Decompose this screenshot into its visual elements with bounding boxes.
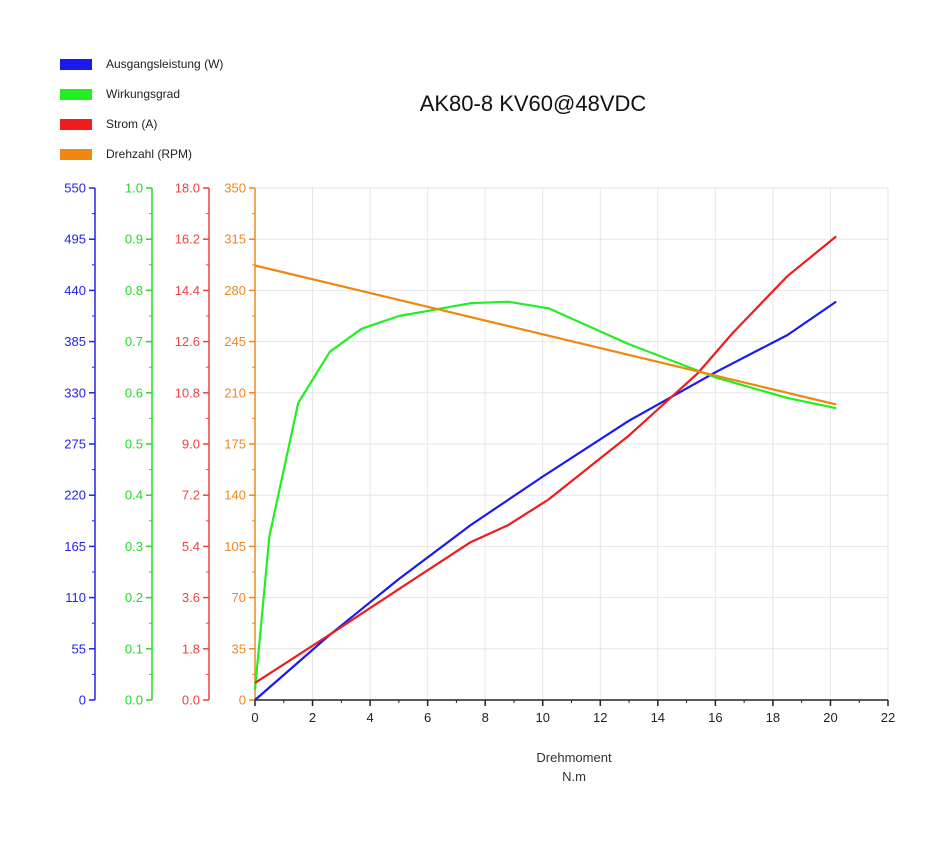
x-tick-label: 2 <box>309 710 316 725</box>
y-tick-label: 16.2 <box>175 232 200 247</box>
y-axis-rpm: 0 35 70 105 140 175 210 245 280 315 350 <box>224 181 256 708</box>
y-tick-label: 495 <box>64 232 86 247</box>
y-tick-label: 315 <box>224 232 246 247</box>
x-tick-label: 16 <box>708 710 722 725</box>
y-tick-label: 1.0 <box>125 181 143 196</box>
y-tick-label: 0.3 <box>125 539 143 554</box>
y-axis-current: 0.0 1.8 3.6 5.4 7.2 9.0 10.8 12.6 14.4 16.2 18.0 <box>175 181 210 708</box>
y-axis-eff: 0.0 0.1 0.2 0.3 0.4 0.5 0.6 0.7 0.8 0.9 1.0 <box>125 181 153 708</box>
y-tick-label: 0.5 <box>125 437 143 452</box>
x-axis: 0 2 4 6 8 10 12 14 16 18 20 22 <box>251 699 895 725</box>
x-tick-label: 20 <box>823 710 837 725</box>
chart-title: AK80-8 KV60@48VDC <box>420 91 647 116</box>
y-tick-label: 165 <box>64 539 86 554</box>
series-lines <box>253 235 837 701</box>
legend-item: Ausgangsleistung (W) <box>60 57 223 71</box>
y-tick-label: 210 <box>224 385 246 400</box>
grid <box>255 187 889 700</box>
legend-item: Strom (A) <box>60 117 157 131</box>
x-tick-label: 14 <box>651 710 665 725</box>
y-tick-label: 245 <box>224 334 246 349</box>
y-tick-label: 0.0 <box>125 693 143 708</box>
y-tick-label: 0.7 <box>125 334 143 349</box>
y-tick-label: 0.8 <box>125 283 143 298</box>
legend-item: Wirkungsgrad <box>60 87 180 101</box>
y-tick-label: 1.8 <box>182 641 200 656</box>
x-tick-label: 12 <box>593 710 607 725</box>
y-tick-label: 12.6 <box>175 334 200 349</box>
y-tick-label: 18.0 <box>175 181 200 196</box>
y-tick-label: 55 <box>72 641 86 656</box>
legend-label: Wirkungsgrad <box>106 87 180 101</box>
y-tick-label: 220 <box>64 488 86 503</box>
y-tick-label: 14.4 <box>175 283 200 298</box>
y-tick-label: 105 <box>224 539 246 554</box>
y-tick-label: 0.6 <box>125 385 143 400</box>
x-tick-label: 0 <box>251 710 258 725</box>
y-tick-label: 385 <box>64 334 86 349</box>
y-tick-label: 35 <box>232 641 246 656</box>
y-tick-label: 0.1 <box>125 641 143 656</box>
series-line-eff <box>253 300 837 690</box>
y-tick-label: 0.9 <box>125 232 143 247</box>
legend-swatch <box>60 59 92 70</box>
y-tick-label: 330 <box>64 385 86 400</box>
legend-swatch <box>60 119 92 130</box>
y-tick-label: 350 <box>224 181 246 196</box>
y-tick-label: 10.8 <box>175 385 200 400</box>
legend-label: Strom (A) <box>106 117 157 131</box>
series-line-rpm <box>254 264 837 406</box>
y-tick-label: 0 <box>79 693 86 708</box>
y-tick-label: 440 <box>64 283 86 298</box>
x-tick-label: 6 <box>424 710 431 725</box>
legend-item: Drehzahl (RPM) <box>60 147 192 161</box>
y-tick-label: 7.2 <box>182 488 200 503</box>
legend-label: Ausgangsleistung (W) <box>106 57 223 71</box>
y-tick-label: 275 <box>64 437 86 452</box>
y-tick-label: 175 <box>224 437 246 452</box>
legend-swatch <box>60 149 92 160</box>
legend-label: Drehzahl (RPM) <box>106 147 192 161</box>
y-tick-label: 5.4 <box>182 539 200 554</box>
legend-swatch <box>60 89 92 100</box>
series-line-power <box>254 300 837 701</box>
y-tick-label: 9.0 <box>182 437 200 452</box>
y-tick-label: 110 <box>65 590 86 605</box>
y-tick-label: 0.0 <box>182 693 200 708</box>
y-tick-label: 0.4 <box>125 488 143 503</box>
y-axes: 0551101652202753303854404955500.00.10.20… <box>64 181 256 708</box>
y-axis-power: 0 55 110 165 220 275 330 385 440 495 550 <box>64 181 96 708</box>
x-tick-label: 4 <box>366 710 373 725</box>
x-axis-label: Drehmoment <box>536 750 612 765</box>
x-axis-unit-label: N.m <box>562 769 586 784</box>
series-line-current <box>254 235 837 684</box>
y-tick-label: 550 <box>64 181 86 196</box>
x-tick-label: 8 <box>482 710 489 725</box>
y-tick-label: 0 <box>239 693 246 708</box>
x-tick-label: 18 <box>766 710 780 725</box>
x-tick-label: 10 <box>535 710 549 725</box>
y-tick-label: 3.6 <box>182 590 200 605</box>
y-tick-label: 280 <box>224 283 246 298</box>
x-tick-label: 22 <box>881 710 895 725</box>
legend: Ausgangsleistung (W) Wirkungsgrad Strom (A… <box>60 57 223 161</box>
y-tick-label: 140 <box>224 488 246 503</box>
y-tick-label: 0.2 <box>125 590 143 605</box>
y-tick-label: 70 <box>232 590 246 605</box>
